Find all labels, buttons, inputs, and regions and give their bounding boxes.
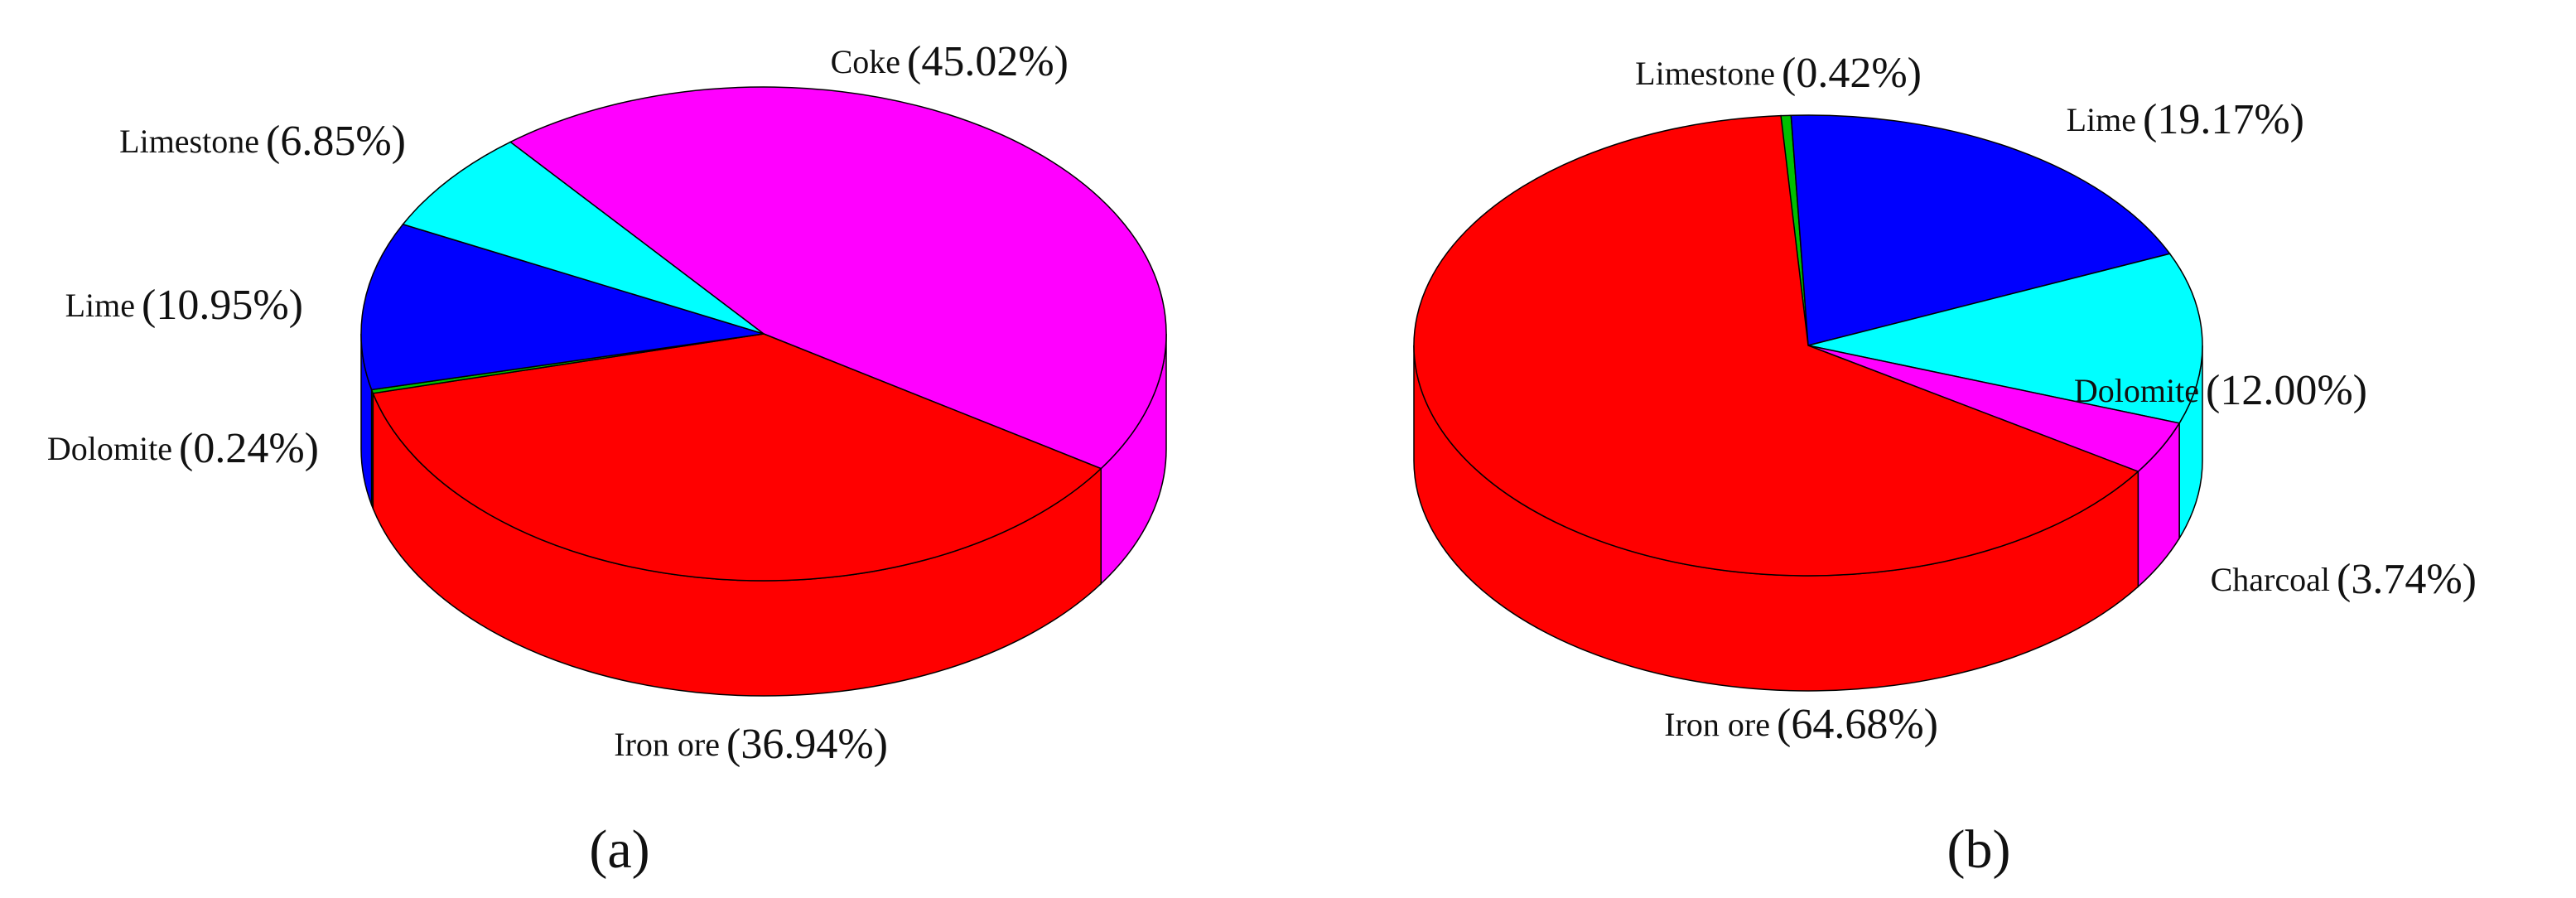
slice-label: Limestone xyxy=(1635,55,1775,92)
panel-label: (a) xyxy=(589,819,649,880)
slice-label: Charcoal xyxy=(2211,561,2330,598)
value-label: (3.74%) xyxy=(2337,556,2477,603)
slice-label: Limestone xyxy=(119,123,259,160)
value-label: (19.17%) xyxy=(2143,96,2304,143)
slice-label: Lime xyxy=(65,287,135,324)
pie-slice xyxy=(360,223,765,391)
slice-label: Dolomite xyxy=(47,430,172,467)
pie-slice xyxy=(1413,114,2139,577)
value-label: (0.24%) xyxy=(179,425,319,472)
pie-slice xyxy=(1807,253,2203,424)
slice-label: Iron ore xyxy=(614,726,720,763)
value-label: (36.94%) xyxy=(726,721,888,768)
value-label: (10.95%) xyxy=(142,282,303,329)
pie-slice xyxy=(509,86,1167,470)
value-label: (45.02%) xyxy=(907,38,1069,85)
panel-label: (b) xyxy=(1947,819,2011,880)
pie-slice xyxy=(372,333,1102,582)
value-label: (12.00%) xyxy=(2206,367,2367,414)
pie-slice xyxy=(402,141,765,335)
slice-label: Dolomite xyxy=(2074,372,2199,409)
value-label: (64.68%) xyxy=(1777,701,1938,748)
value-label: (6.85%) xyxy=(266,118,406,165)
value-label: (0.42%) xyxy=(1782,50,1922,97)
slice-label: Lime xyxy=(2067,101,2136,138)
slice-label: Iron ore xyxy=(1664,706,1770,743)
pie-slice xyxy=(1790,114,2171,346)
slice-label: Coke xyxy=(831,43,900,80)
